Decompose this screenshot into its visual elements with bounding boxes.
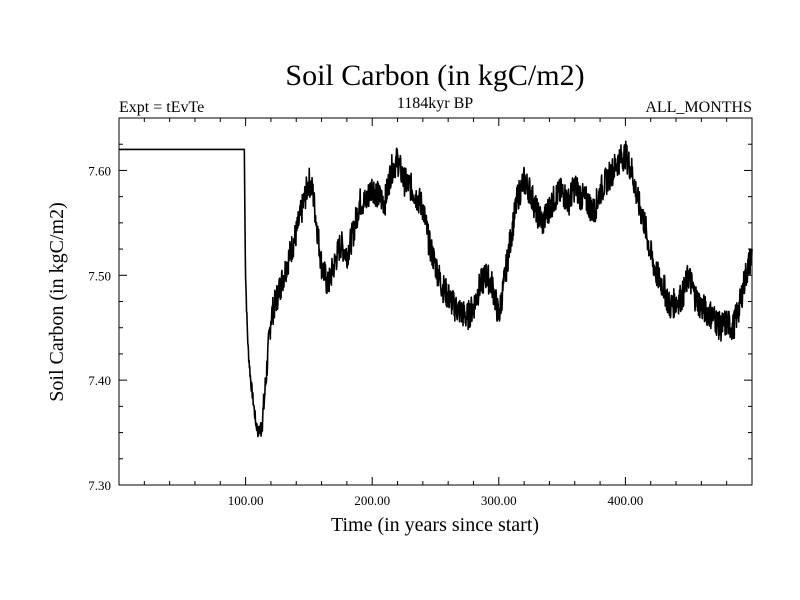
x-tick-label: 300.00: [481, 493, 517, 508]
series-line-soil-carbon: [119, 140, 753, 438]
chart-title: Soil Carbon (in kgC/m2): [285, 59, 584, 92]
experiment-label: Expt = tEvTe: [119, 99, 204, 116]
series-group: [119, 140, 753, 438]
y-axis: 7.30 7.40 7.50 7.60: [88, 117, 752, 493]
y-tick-label: 7.60: [88, 163, 111, 178]
period-label: 1184kyr BP: [397, 95, 473, 112]
y-tick-label: 7.30: [88, 478, 111, 493]
y-tick-label: 7.40: [88, 373, 111, 388]
x-tick-label: 400.00: [608, 493, 644, 508]
plot-frame: [118, 117, 753, 486]
plot-area: [118, 117, 753, 486]
x-tick-label: 200.00: [354, 493, 390, 508]
x-tick-label: 100.00: [228, 493, 264, 508]
x-axis-label: Time (in years since start): [331, 514, 539, 536]
y-axis-label: Soil Carbon (in kgC/m2): [46, 202, 68, 401]
months-label: ALL_MONTHS: [645, 99, 752, 116]
y-tick-label: 7.50: [88, 268, 111, 283]
x-axis: 100.00 200.00 300.00 400.00: [118, 118, 753, 508]
